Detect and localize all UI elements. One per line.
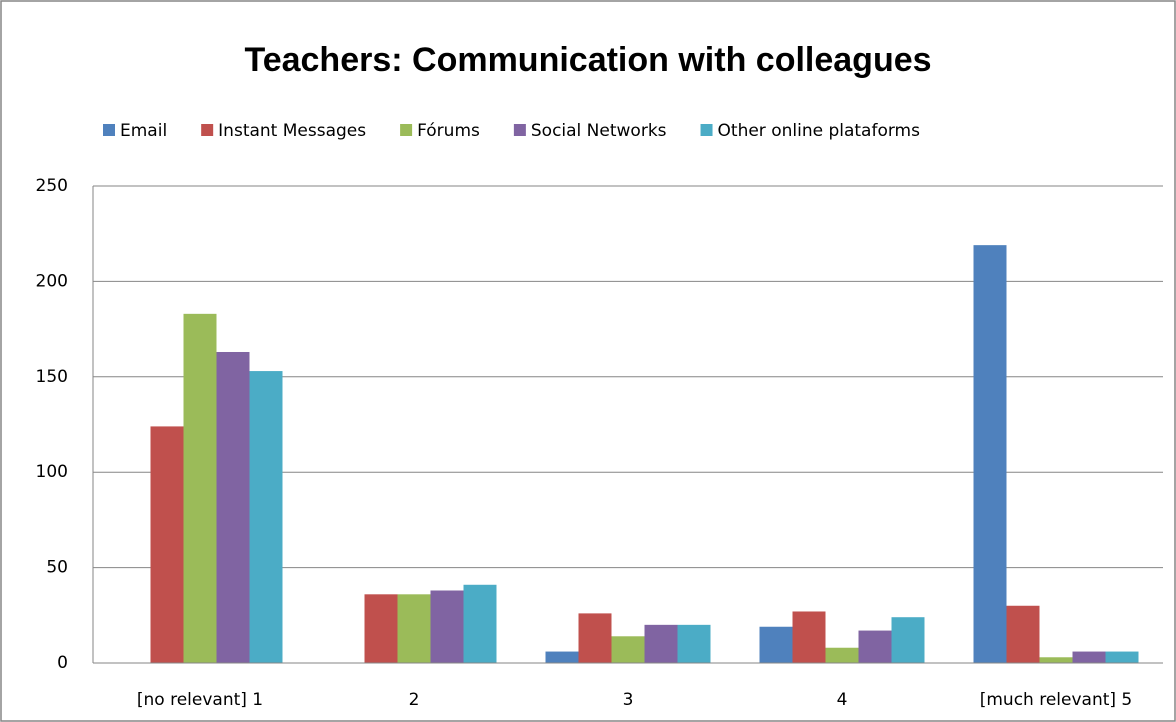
legend-swatch xyxy=(400,124,413,136)
y-tick-label: 150 xyxy=(36,367,68,387)
legend-swatch xyxy=(513,124,526,136)
bar xyxy=(611,636,645,663)
bar xyxy=(677,624,711,663)
bar xyxy=(364,594,398,663)
legend-swatch xyxy=(700,124,713,136)
bar xyxy=(183,313,217,663)
legend-swatch xyxy=(201,124,214,136)
bar xyxy=(463,584,497,663)
y-tick-label: 50 xyxy=(46,558,68,578)
y-tick-label: 100 xyxy=(36,462,68,482)
bar xyxy=(759,626,793,663)
x-tick-label: [no relevant] 1 xyxy=(137,690,263,710)
bar xyxy=(973,245,1007,663)
legend-label: Instant Messages xyxy=(218,121,366,141)
legend-label: Social Networks xyxy=(531,121,667,141)
bar xyxy=(578,613,612,663)
bar xyxy=(249,371,283,663)
bar xyxy=(150,426,184,663)
legend-label: Fórums xyxy=(417,121,480,141)
y-tick-label: 250 xyxy=(36,176,68,196)
bar xyxy=(825,647,859,663)
y-tick-label: 0 xyxy=(57,653,68,673)
bar xyxy=(858,630,892,663)
bar xyxy=(792,611,826,663)
bar xyxy=(1039,657,1073,663)
x-tick-label: [much relevant] 5 xyxy=(980,690,1133,710)
bar xyxy=(644,624,678,663)
bar xyxy=(1072,651,1106,663)
x-tick-label: 3 xyxy=(623,690,634,710)
bar xyxy=(1105,651,1139,663)
x-tick-label: 2 xyxy=(409,690,420,710)
bar xyxy=(430,590,464,663)
bar xyxy=(1006,605,1040,663)
y-tick-label: 200 xyxy=(36,271,68,291)
legend-swatch xyxy=(103,124,115,136)
bar xyxy=(891,617,925,663)
chart-title: Teachers: Communication with colleagues xyxy=(244,41,931,79)
x-tick-label: 4 xyxy=(837,690,848,710)
bar xyxy=(545,651,579,663)
bar xyxy=(397,594,431,663)
legend-label: Other online plataforms xyxy=(718,121,921,141)
bar xyxy=(216,351,250,663)
legend-label: Email xyxy=(120,121,167,141)
